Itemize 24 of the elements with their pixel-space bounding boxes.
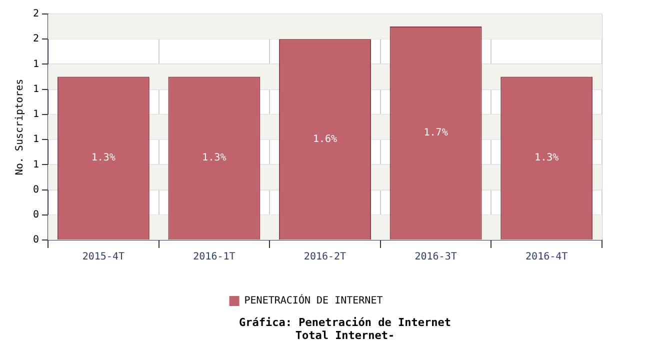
y-tick-label: 1 <box>32 159 40 170</box>
y-axis-title: No. Suscriptores <box>14 78 26 176</box>
text: Gráfica: Penetración de Internet <box>238 316 452 329</box>
y-tick-label: 2 <box>32 34 40 45</box>
y-tick-label: 1 <box>32 84 40 95</box>
data-label: 1.3% <box>202 152 226 164</box>
x-tick-label: 2016-3T <box>414 252 457 263</box>
x-tick-label: 2016-4T <box>526 252 568 263</box>
data-label: 1.3% <box>534 152 559 164</box>
x-tick-label: 2015-4T <box>82 252 124 263</box>
text: Total Internet- <box>294 329 396 342</box>
x-tick-label: 2016-2T <box>304 252 346 263</box>
y-tick-label: 1 <box>32 134 40 146</box>
x-tick-label: 2016-1T <box>193 252 236 263</box>
data-label: 1.7% <box>424 128 448 139</box>
data-label: 1.3% <box>91 152 116 164</box>
y-tick-label: 0 <box>32 234 40 246</box>
legend-label: PENETRACIÓN DE INTERNET <box>244 294 383 307</box>
data-label: 1.6% <box>312 134 338 145</box>
y-tick-label: 1 <box>32 58 40 70</box>
y-tick-label: 1 <box>32 109 40 120</box>
y-tick-label: 0 <box>32 184 40 196</box>
y-tick-label: 2 <box>32 8 40 20</box>
y-tick-label: 0 <box>32 209 40 220</box>
